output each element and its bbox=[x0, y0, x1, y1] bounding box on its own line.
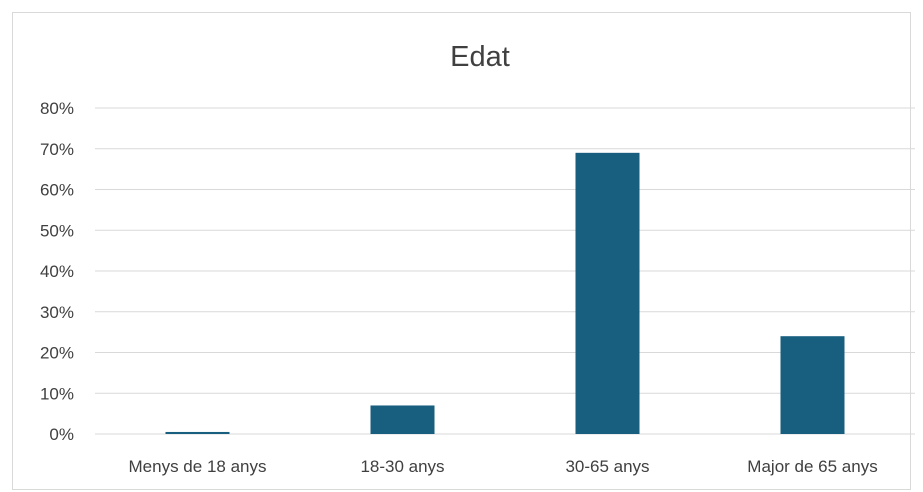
y-tick-label: 40% bbox=[40, 262, 74, 281]
bars bbox=[165, 152, 845, 434]
y-tick-label: 20% bbox=[40, 344, 74, 363]
gridlines bbox=[95, 107, 915, 435]
y-tick-label: 60% bbox=[40, 181, 74, 200]
y-tick-label: 70% bbox=[40, 140, 74, 159]
y-axis-tick-labels: 0% 10% 20% 30% 40% 50% 60% 70% 80% bbox=[40, 99, 74, 444]
y-tick-label: 10% bbox=[40, 384, 74, 403]
bar-2 bbox=[575, 152, 640, 434]
x-axis-category-labels: Menys de 18 anys 18-30 anys 30-65 anys Majo… bbox=[129, 457, 878, 476]
bar-1 bbox=[370, 405, 435, 434]
chart-frame bbox=[12, 12, 911, 490]
x-category-label: 30-65 anys bbox=[565, 457, 649, 476]
bar-3 bbox=[780, 336, 845, 434]
y-tick-label: 0% bbox=[49, 425, 74, 444]
y-tick-label: 50% bbox=[40, 221, 74, 240]
x-category-label: 18-30 anys bbox=[360, 457, 444, 476]
x-category-label: Major de 65 anys bbox=[747, 457, 877, 476]
x-category-label: Menys de 18 anys bbox=[129, 457, 267, 476]
y-tick-label: 30% bbox=[40, 303, 74, 322]
y-tick-label: 80% bbox=[40, 99, 74, 118]
bar-0 bbox=[165, 431, 230, 434]
chart-title: Edat bbox=[450, 41, 510, 73]
